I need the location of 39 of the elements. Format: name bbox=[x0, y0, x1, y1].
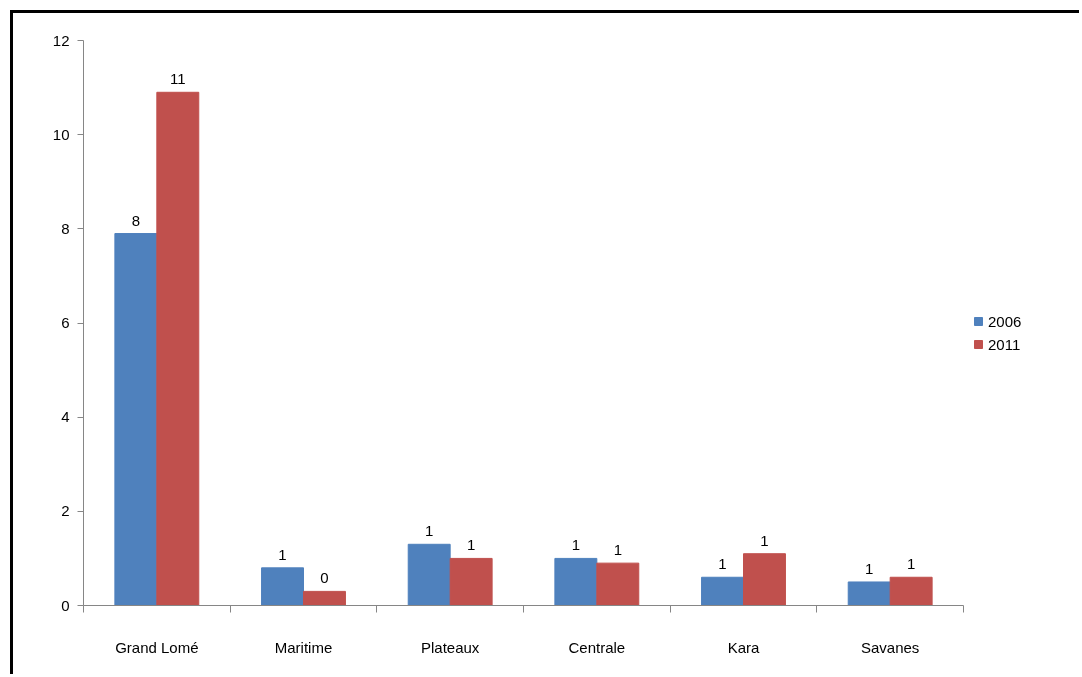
bar bbox=[889, 576, 933, 606]
bar bbox=[554, 557, 598, 606]
bar bbox=[847, 581, 891, 606]
data-label: 1 bbox=[571, 536, 581, 554]
data-label: 1 bbox=[466, 536, 476, 554]
bar bbox=[596, 562, 640, 606]
y-tick-label: 8 bbox=[61, 219, 70, 237]
y-tick-label: 4 bbox=[61, 408, 70, 426]
bar bbox=[156, 91, 200, 606]
x-tick-label: Centrale bbox=[568, 638, 626, 656]
y-tick-label: 12 bbox=[52, 31, 70, 49]
y-tick-label: 6 bbox=[61, 314, 70, 331]
bar bbox=[407, 543, 451, 606]
data-label: 1 bbox=[760, 531, 769, 549]
y-tick-label: 10 bbox=[52, 125, 70, 143]
x-tick-label: Maritime bbox=[274, 638, 333, 656]
data-label: 11 bbox=[170, 70, 186, 88]
bar bbox=[261, 567, 304, 606]
bar bbox=[743, 553, 786, 606]
bar bbox=[701, 576, 744, 606]
data-label: 1 bbox=[865, 559, 874, 577]
bar bbox=[114, 233, 158, 606]
legend-label: 2006 bbox=[988, 312, 1022, 330]
data-label: 0 bbox=[320, 569, 329, 587]
x-tick-label: Grand Lomé bbox=[115, 638, 199, 656]
data-label: 1 bbox=[718, 555, 727, 573]
y-tick-label: 2 bbox=[61, 502, 70, 520]
data-label: 1 bbox=[613, 541, 622, 559]
data-label: 1 bbox=[425, 522, 434, 540]
y-tick-label: 0 bbox=[61, 596, 70, 614]
data-label: 8 bbox=[131, 211, 141, 229]
bar bbox=[449, 557, 493, 606]
data-label: 1 bbox=[278, 545, 287, 563]
x-tick-label: Savanes bbox=[860, 638, 920, 656]
legend-label: 2011 bbox=[988, 335, 1021, 353]
x-tick-label: Plateaux bbox=[420, 638, 480, 656]
data-label: 1 bbox=[906, 555, 916, 573]
bar bbox=[303, 590, 346, 606]
x-tick-label: Kara bbox=[727, 638, 760, 656]
